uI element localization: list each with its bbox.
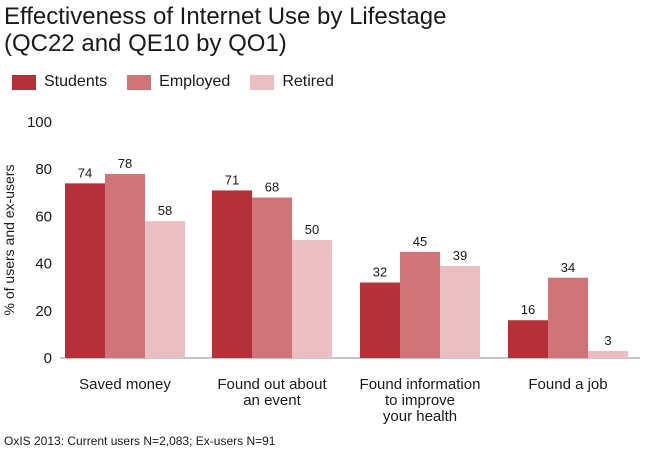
y-tick-label: 20 [35,303,52,320]
bar-employed-3 [548,277,588,358]
x-category-label: to improve [385,392,455,409]
legend-swatch-retired [250,74,275,90]
legend: Students Employed Retired [12,70,354,94]
footnote: OxIS 2013: Current users N=2,083; Ex-use… [4,434,276,448]
legend-item-employed: Employed [127,73,230,91]
y-tick-label: 100 [27,114,52,131]
legend-label-students: Students [44,73,108,90]
bar-employed-1 [252,197,292,358]
x-category-label: Found information [360,376,481,393]
bar-students-3 [508,320,548,358]
x-category-label: Saved money [79,376,171,393]
bar-students-2 [360,282,400,358]
y-tick-label: 80 [35,161,52,178]
x-category-label: your health [383,408,457,425]
legend-swatch-employed [127,74,152,90]
data-label: 71 [225,172,239,187]
y-tick-label: 40 [35,256,52,273]
data-label: 32 [373,264,387,279]
data-label: 3 [604,333,611,348]
legend-item-retired: Retired [250,73,334,91]
chart-title-line: Effectiveness of Internet Use by Lifesta… [4,3,447,30]
x-category-label: an event [243,392,301,409]
data-label: 34 [561,260,575,275]
bar-students-1 [212,190,252,358]
data-label: 39 [453,248,467,263]
y-axis-label: % of users and ex-users [1,165,17,316]
data-label: 16 [521,302,535,317]
bar-students-0 [65,183,105,358]
data-label: 74 [78,165,92,180]
legend-item-students: Students [12,73,107,91]
bar-retired-3 [588,350,628,358]
data-label: 58 [158,203,172,218]
data-label: 68 [265,180,279,195]
bar-retired-1 [292,240,332,358]
data-label: 78 [118,156,132,171]
legend-label-employed: Employed [159,73,231,90]
chart-subtitle: (QC22 and QE10 by QO1) [4,30,287,57]
legend-label-retired: Retired [282,73,334,90]
y-tick-label: 0 [44,350,52,367]
legend-swatch-students [12,74,36,90]
bar-employed-2 [400,251,440,358]
x-category-label: Found a job [528,376,607,393]
bar-employed-0 [105,173,145,358]
chart-title: Effectiveness of Internet Use by Lifesta… [4,3,446,57]
data-label: 45 [413,234,427,249]
y-tick-label: 60 [35,208,52,225]
x-category-label: Found out about [217,376,327,393]
data-label: 50 [305,222,319,237]
bar-retired-0 [145,221,185,358]
bar-retired-2 [440,265,480,358]
